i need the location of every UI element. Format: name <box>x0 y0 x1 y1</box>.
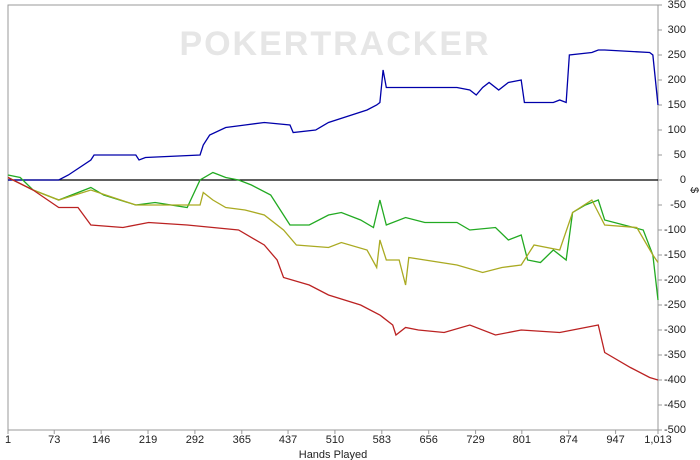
y-tick-label: 250 <box>668 49 686 61</box>
y-tick-label: 150 <box>668 99 686 111</box>
y-tick-label: -100 <box>664 224 686 236</box>
x-tick-label: 729 <box>466 434 484 446</box>
plot-frame <box>7 4 659 431</box>
x-tick-label: 437 <box>279 434 297 446</box>
y-tick-label: -50 <box>670 199 686 211</box>
x-tick-label: 510 <box>326 434 344 446</box>
y-tick-label: -150 <box>664 249 686 261</box>
y-tick-label: -350 <box>664 349 686 361</box>
watermark: POKERTRACKER <box>179 25 490 63</box>
x-tick-label: 365 <box>233 434 251 446</box>
x-axis-label: Hands Played <box>299 449 368 460</box>
y-tick-label: -250 <box>664 299 686 311</box>
y-axis-label: $ <box>688 187 700 193</box>
x-tick-label: 801 <box>513 434 531 446</box>
series-line <box>7 176 659 286</box>
x-tick-label: 292 <box>186 434 204 446</box>
x-tick-label: 146 <box>92 434 110 446</box>
x-tick-label: 1,013 <box>644 434 672 446</box>
x-tick-label: 874 <box>560 434 578 446</box>
x-tick-label: 947 <box>606 434 624 446</box>
y-tick-label: 350 <box>668 0 686 11</box>
x-tick-label: 583 <box>373 434 391 446</box>
series-line <box>7 171 659 301</box>
y-tick-label: 300 <box>668 24 686 36</box>
y-tick-label: -450 <box>664 399 686 411</box>
x-tick-label: 73 <box>48 434 60 446</box>
y-tick-label: 0 <box>680 174 686 186</box>
x-tick-label: 656 <box>420 434 438 446</box>
y-tick-label: 50 <box>674 149 686 161</box>
series-line <box>7 176 659 381</box>
x-tick-label: 1 <box>5 434 11 446</box>
y-tick-label: -500 <box>664 424 686 436</box>
y-tick-label: 100 <box>668 124 686 136</box>
y-tick-label: -400 <box>664 374 686 386</box>
y-tick-label: -300 <box>664 324 686 336</box>
y-tick-label: -200 <box>664 274 686 286</box>
x-tick-label: 219 <box>139 434 157 446</box>
series-line <box>8 49 659 181</box>
y-tick-label: 200 <box>668 74 686 86</box>
